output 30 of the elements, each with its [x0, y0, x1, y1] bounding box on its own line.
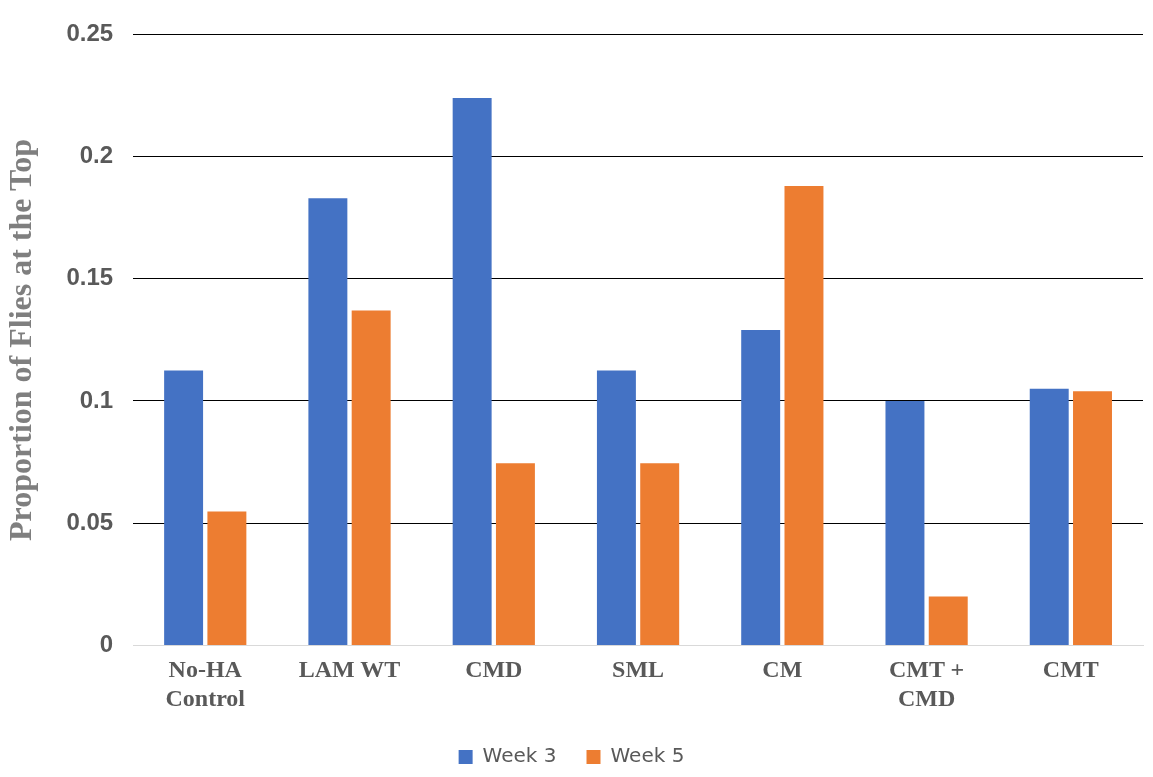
x-tick-label: SML — [612, 656, 665, 682]
x-tick-label: No-HA Control — [165, 656, 246, 711]
x-tick-label: CM — [762, 656, 803, 682]
bar — [351, 310, 391, 645]
legend-label: Week 3 — [482, 743, 557, 768]
legend-label: Week 5 — [610, 743, 685, 768]
bar — [452, 97, 492, 645]
bar — [885, 401, 925, 645]
bar — [164, 370, 204, 645]
bar — [1029, 388, 1069, 645]
bar — [596, 370, 636, 645]
bar — [207, 511, 247, 645]
x-tick-label: CMD — [465, 656, 523, 682]
bar — [640, 463, 680, 645]
y-tick-label: 0.05 — [66, 507, 114, 535]
y-tick-label: 0.15 — [66, 263, 114, 291]
x-tick-label: LAM WT — [298, 656, 401, 682]
x-tick-label: CMT + CMD — [888, 656, 965, 711]
bar — [308, 198, 348, 645]
bar — [1073, 391, 1112, 645]
x-tick-label: CMT — [1042, 656, 1099, 682]
bar — [784, 185, 824, 645]
bar — [495, 463, 535, 645]
y-tick-label: 0.25 — [66, 19, 114, 47]
y-tick-label: 0.2 — [79, 141, 114, 169]
bar — [741, 330, 781, 645]
y-tick-label: 0 — [99, 630, 114, 658]
bar — [928, 596, 968, 645]
y-tick-label: 0.1 — [79, 385, 114, 413]
y-axis-title: Proportion of Flies at the Top — [2, 138, 39, 541]
